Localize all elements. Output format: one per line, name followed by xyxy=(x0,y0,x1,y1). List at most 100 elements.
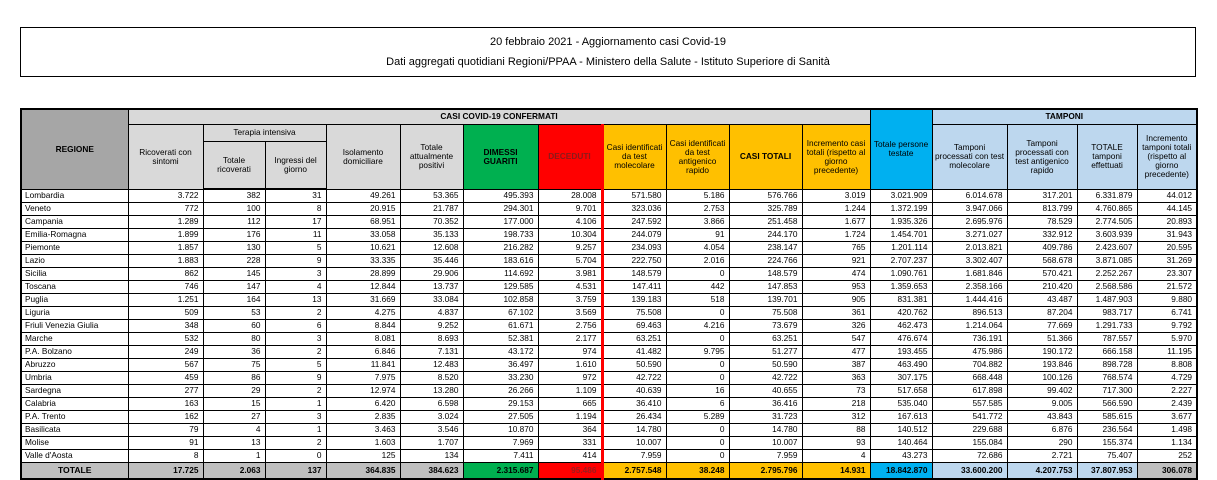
value-cell: 155.084 xyxy=(931,436,1008,450)
value-cell: 134 xyxy=(399,449,464,463)
table-row: Valle d'Aosta 8 1 0 125 134 7.411 414 7.… xyxy=(20,449,1198,463)
table-row: Friuli Venezia Giulia 348 60 6 8.844 9.2… xyxy=(20,319,1198,333)
value-cell: 244.079 xyxy=(601,228,667,242)
col-header-casi-totali: CASI TOTALI xyxy=(728,124,803,190)
value-cell: 364 xyxy=(537,423,604,437)
value-cell: 222.750 xyxy=(601,254,667,268)
table-row: Liguria 509 53 2 4.275 4.837 67.102 3.56… xyxy=(20,306,1198,320)
value-cell: 1.899 xyxy=(127,228,204,242)
value-cell: 14.780 xyxy=(728,423,803,437)
value-cell: 325.789 xyxy=(728,202,803,216)
totale-ingressi-giorno: 137 xyxy=(264,462,327,480)
value-cell: 9 xyxy=(264,371,327,385)
value-cell: 100.126 xyxy=(1006,371,1078,385)
value-cell: 140.512 xyxy=(869,423,933,437)
group-header-tamponi: TAMPONI xyxy=(931,108,1198,125)
value-cell: 348 xyxy=(127,319,204,333)
value-cell: 1.677 xyxy=(801,215,871,229)
value-cell: 114.692 xyxy=(462,267,539,281)
value-cell: 5.289 xyxy=(665,410,730,424)
value-cell: 91 xyxy=(127,436,204,450)
value-cell: 2.013.821 xyxy=(931,241,1008,255)
value-cell: 2.774.505 xyxy=(1076,215,1138,229)
value-cell: 1.359.653 xyxy=(869,280,933,294)
value-cell: 476.674 xyxy=(869,332,933,346)
totale-totale-tamponi: 37.807.953 xyxy=(1076,462,1138,480)
value-cell: 31.269 xyxy=(1136,254,1198,268)
totale-row: TOTALE 17.725 2.063 137 364.835 384.623 … xyxy=(20,462,1198,480)
value-cell: 475.986 xyxy=(931,345,1008,359)
value-cell: 35.133 xyxy=(399,228,464,242)
value-cell: 13.280 xyxy=(399,384,464,398)
value-cell: 474 xyxy=(801,267,871,281)
value-cell: 5.970 xyxy=(1136,332,1198,346)
value-cell: 1.134 xyxy=(1136,436,1198,450)
value-cell: 164 xyxy=(202,293,266,307)
value-cell: 27 xyxy=(202,410,266,424)
subheader-row-1: Ricoverati con sintomi Terapia intensiva… xyxy=(21,124,1198,190)
value-cell: 4 xyxy=(801,449,871,463)
region-name: Piemonte xyxy=(20,241,129,255)
value-cell: 331 xyxy=(537,436,604,450)
value-cell: 75.407 xyxy=(1076,449,1138,463)
value-cell: 73.679 xyxy=(728,319,803,333)
value-cell: 2 xyxy=(264,306,327,320)
value-cell: 765 xyxy=(801,241,871,255)
col-header-casi-molecolare: Casi identificati da test molecolare xyxy=(601,124,667,190)
table-row: Umbria 459 86 9 7.975 8.520 33.230 972 4… xyxy=(20,371,1198,385)
value-cell: 277 xyxy=(127,384,204,398)
value-cell: 0 xyxy=(665,332,730,346)
value-cell: 1.935.326 xyxy=(869,215,933,229)
value-cell: 12.608 xyxy=(399,241,464,255)
value-cell: 2.358.166 xyxy=(931,280,1008,294)
value-cell: 247.592 xyxy=(601,215,667,229)
value-cell: 249 xyxy=(127,345,204,359)
value-cell: 236.564 xyxy=(1076,423,1138,437)
value-cell: 7.959 xyxy=(601,449,667,463)
value-cell: 21.787 xyxy=(399,202,464,216)
value-cell: 33.058 xyxy=(325,228,401,242)
value-cell: 4.760.865 xyxy=(1076,202,1138,216)
value-cell: 0 xyxy=(665,267,730,281)
value-cell: 10.621 xyxy=(325,241,401,255)
value-cell: 4.837 xyxy=(399,306,464,320)
value-cell: 49.261 xyxy=(325,188,401,203)
value-cell: 33.230 xyxy=(462,371,539,385)
value-cell: 75 xyxy=(202,358,266,372)
value-cell: 921 xyxy=(801,254,871,268)
value-cell: 67.102 xyxy=(462,306,539,320)
region-name: Emilia-Romagna xyxy=(20,228,129,242)
table-row: P.A. Trento 162 27 3 2.835 3.024 27.505 … xyxy=(20,410,1198,424)
value-cell: 1.498 xyxy=(1136,423,1198,437)
value-cell: 79 xyxy=(127,423,204,437)
value-cell: 459 xyxy=(127,371,204,385)
value-cell: 176 xyxy=(202,228,266,242)
value-cell: 3.981 xyxy=(537,267,604,281)
value-cell: 50.590 xyxy=(728,358,803,372)
value-cell: 509 xyxy=(127,306,204,320)
value-cell: 9.257 xyxy=(537,241,604,255)
value-cell: 29.153 xyxy=(462,397,539,411)
table-row: Basilicata 79 4 1 3.463 3.546 10.870 364… xyxy=(20,423,1198,437)
value-cell: 307.175 xyxy=(869,371,933,385)
value-cell: 69.463 xyxy=(601,319,667,333)
value-cell: 50.590 xyxy=(601,358,667,372)
value-cell: 10.304 xyxy=(537,228,604,242)
col-header-isolamento: Isolamento domiciliare xyxy=(325,124,401,190)
value-cell: 3.603.939 xyxy=(1076,228,1138,242)
value-cell: 75.508 xyxy=(728,306,803,320)
value-cell: 0 xyxy=(665,423,730,437)
value-cell: 0 xyxy=(665,371,730,385)
region-name: Lazio xyxy=(20,254,129,268)
value-cell: 177.000 xyxy=(462,215,539,229)
value-cell: 140.464 xyxy=(869,436,933,450)
totale-deceduti: 95.486 xyxy=(537,462,604,480)
table-row: Toscana 746 147 4 12.844 13.737 129.585 … xyxy=(20,280,1198,294)
value-cell: 576.766 xyxy=(728,188,803,203)
value-cell: 11.195 xyxy=(1136,345,1198,359)
value-cell: 99.402 xyxy=(1006,384,1078,398)
value-cell: 3 xyxy=(264,267,327,281)
value-cell: 8.520 xyxy=(399,371,464,385)
region-name: Valle d'Aosta xyxy=(20,449,129,463)
value-cell: 1.454.701 xyxy=(869,228,933,242)
